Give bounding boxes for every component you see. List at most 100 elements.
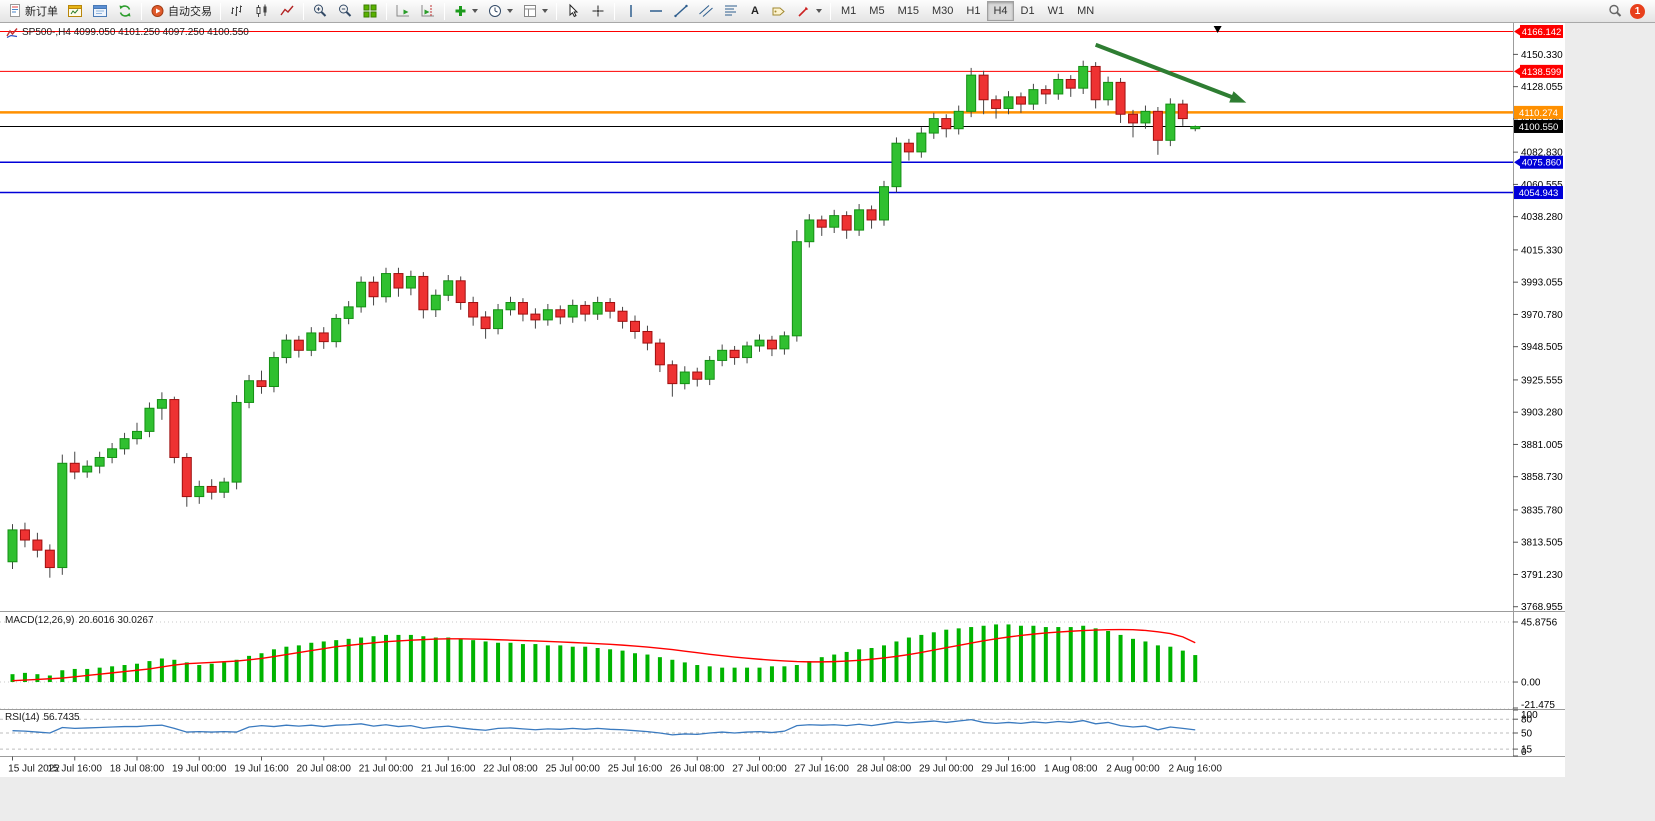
svg-text:29 Jul 16:00: 29 Jul 16:00: [981, 764, 1036, 775]
svg-text:1 Aug 08:00: 1 Aug 08:00: [1044, 764, 1098, 775]
svg-text:3970.780: 3970.780: [1521, 310, 1563, 321]
svg-text:25 Jul 00:00: 25 Jul 00:00: [546, 764, 601, 775]
price-line-label: 4110.274: [1514, 105, 1563, 119]
toolbar-separator: [444, 2, 445, 20]
timeframe-button-m15[interactable]: M15: [892, 1, 925, 21]
bar-chart-button[interactable]: [225, 1, 249, 21]
autotrading-label: 自动交易: [168, 6, 212, 18]
svg-text:0: 0: [1521, 747, 1527, 758]
periods-button[interactable]: [483, 1, 517, 21]
svg-text:4082.830: 4082.830: [1521, 148, 1563, 159]
timeframe-button-m1[interactable]: M1: [835, 1, 862, 21]
line-chart-icon: [280, 5, 294, 16]
svg-text:18 Jul 08:00: 18 Jul 08:00: [110, 764, 165, 775]
svg-text:26 Jul 08:00: 26 Jul 08:00: [670, 764, 725, 775]
main-toolbar: 新订单 自动交易: [0, 0, 1655, 23]
chart-window[interactable]: 4150.330 4128.055 4105.780 4082.830 4060.555…: [0, 23, 1565, 777]
chart-canvas[interactable]: 4150.330 4128.055 4105.780 4082.830 4060.555…: [0, 23, 1565, 777]
toolbar-separator: [303, 2, 304, 20]
price-axis[interactable]: 4150.330 4128.055 4105.780 4082.830 4060.555…: [1513, 50, 1563, 758]
crosshair-button[interactable]: [586, 1, 610, 21]
rsi-panel: [0, 718, 1513, 750]
timeframe-button-m5[interactable]: M5: [863, 1, 890, 21]
toolbar-separator: [830, 2, 831, 20]
trend-arrow-annotation[interactable]: [1094, 42, 1247, 103]
line-chart-button[interactable]: [275, 1, 299, 21]
toolbar-separator: [220, 2, 221, 20]
svg-text:4015.330: 4015.330: [1521, 245, 1563, 256]
dropdown-caret-icon: [507, 9, 513, 13]
svg-text:4105.780: 4105.780: [1521, 114, 1563, 125]
svg-text:19 Jul 00:00: 19 Jul 00:00: [172, 764, 227, 775]
channel-button[interactable]: [694, 1, 718, 21]
svg-text:20 Jul 08:00: 20 Jul 08:00: [297, 764, 352, 775]
svg-text:28 Jul 08:00: 28 Jul 08:00: [857, 764, 912, 775]
channel-icon: [699, 5, 713, 17]
svg-text:4166.142: 4166.142: [1522, 27, 1562, 38]
horizontal-line-button[interactable]: [644, 1, 668, 21]
zoom-in-button[interactable]: [308, 1, 332, 21]
dropdown-caret-icon: [542, 9, 548, 13]
tile-windows-button[interactable]: [358, 1, 382, 21]
bar-chart-icon: [231, 5, 242, 16]
timeframe-button-h4[interactable]: H4: [987, 1, 1014, 21]
search-icon: [1609, 4, 1622, 17]
arrow-shapes-icon: [798, 6, 809, 17]
refresh-button[interactable]: [113, 1, 137, 21]
price-line-label: 4075.860: [1514, 155, 1563, 169]
chart-window-button[interactable]: [63, 1, 87, 21]
svg-text:4054.943: 4054.943: [1519, 188, 1559, 199]
profiles-button[interactable]: [88, 1, 112, 21]
toolbar-separator: [556, 2, 557, 20]
svg-text:3993.055: 3993.055: [1521, 278, 1563, 289]
notification-badge[interactable]: 1: [1630, 3, 1645, 19]
svg-text:4075.860: 4075.860: [1522, 158, 1562, 169]
price-line-label: 4166.142: [1514, 24, 1563, 38]
fibonacci-button[interactable]: [719, 1, 743, 21]
timeframe-button-w1[interactable]: W1: [1042, 1, 1071, 21]
text-label-icon: [772, 7, 785, 16]
timeframe-group: M1 M5 M15 M30 H1 H4 D1 W1 MN: [835, 1, 1100, 21]
svg-text:27 Jul 16:00: 27 Jul 16:00: [795, 764, 850, 775]
arrows-button[interactable]: [792, 1, 826, 21]
trendline-icon: [674, 4, 688, 18]
text-button[interactable]: A: [744, 1, 766, 21]
candlestick-chart-button[interactable]: [250, 1, 274, 21]
text-label-button[interactable]: [767, 1, 791, 21]
svg-text:50: 50: [1521, 729, 1533, 740]
svg-text:3835.780: 3835.780: [1521, 505, 1563, 516]
timeframe-button-h1[interactable]: H1: [960, 1, 986, 21]
timeframe-button-m30[interactable]: M30: [926, 1, 959, 21]
search-button[interactable]: [1603, 1, 1627, 21]
timeframe-button-d1[interactable]: D1: [1015, 1, 1041, 21]
zoom-out-button[interactable]: [333, 1, 357, 21]
svg-text:3881.005: 3881.005: [1521, 440, 1563, 451]
dropdown-caret-icon: [816, 9, 822, 13]
svg-text:4110.274: 4110.274: [1519, 108, 1558, 119]
candlestick-chart-icon: [256, 4, 267, 17]
toolbar-separator: [386, 2, 387, 20]
indicators-button[interactable]: [449, 1, 482, 21]
svg-text:3948.505: 3948.505: [1521, 342, 1563, 353]
trendline-button[interactable]: [669, 1, 693, 21]
chart-shift-icon: [421, 5, 434, 17]
chart-shift-button[interactable]: [416, 1, 440, 21]
new-order-button[interactable]: 新订单: [4, 1, 62, 21]
svg-text:3791.230: 3791.230: [1521, 570, 1563, 581]
autotrading-button[interactable]: 自动交易: [146, 1, 216, 21]
svg-text:4038.280: 4038.280: [1521, 212, 1563, 223]
svg-text:4150.330: 4150.330: [1521, 50, 1563, 61]
templates-button[interactable]: [518, 1, 552, 21]
template-icon: [524, 5, 536, 17]
candlesticks: [7, 60, 1201, 578]
timeframe-button-mn[interactable]: MN: [1071, 1, 1100, 21]
profiles-icon: [93, 5, 107, 17]
auto-scroll-button[interactable]: [391, 1, 415, 21]
svg-text:4138.599: 4138.599: [1522, 67, 1562, 78]
notification-count: 1: [1634, 5, 1641, 17]
cursor-button[interactable]: [561, 1, 585, 21]
vertical-line-button[interactable]: [619, 1, 643, 21]
svg-text:2 Aug 00:00: 2 Aug 00:00: [1106, 764, 1160, 775]
